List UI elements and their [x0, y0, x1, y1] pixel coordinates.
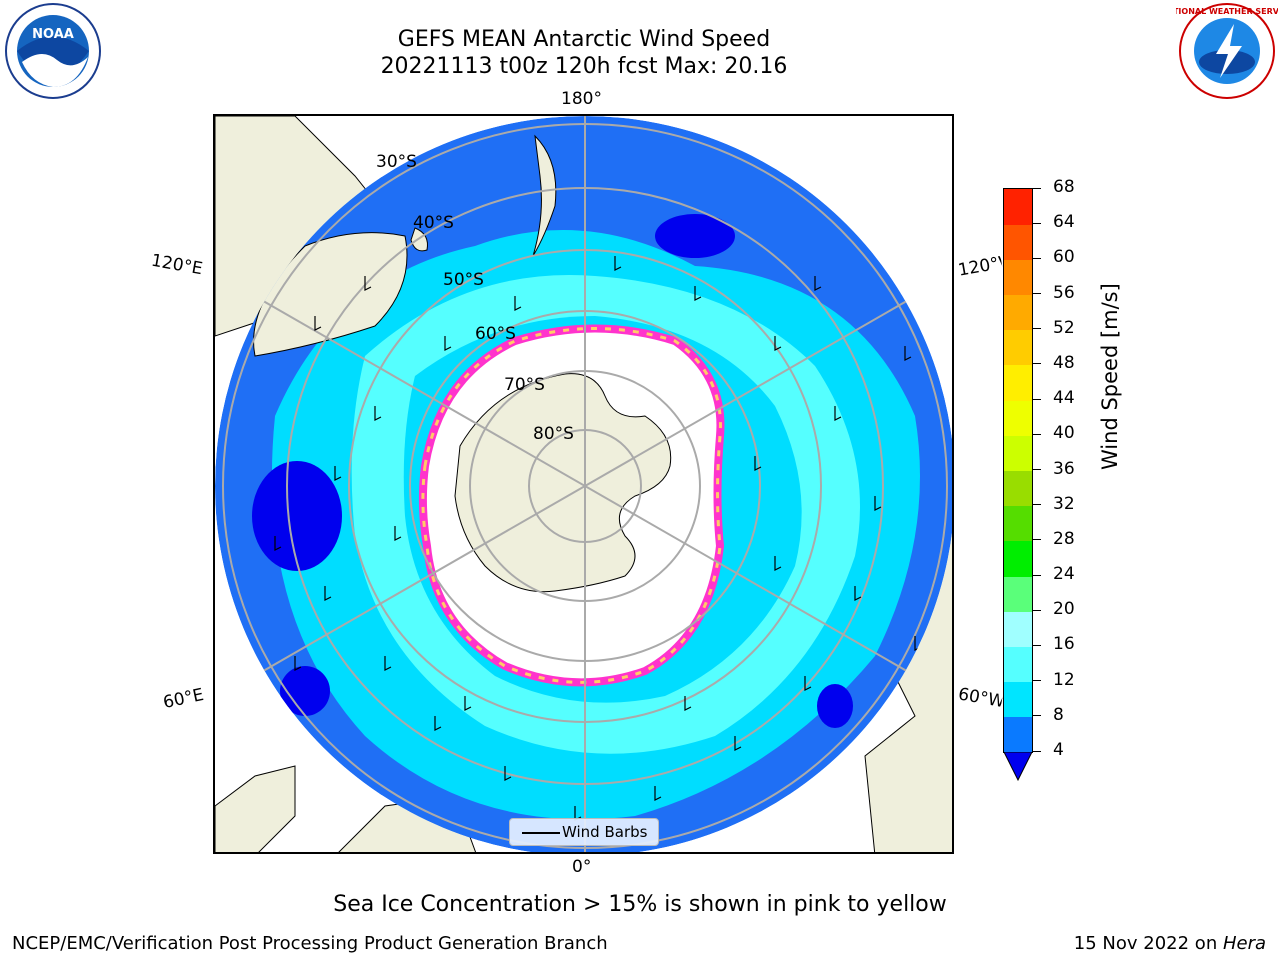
colorbar-tick-label: 16: [1053, 634, 1075, 655]
land-new-zealand: [532, 134, 557, 257]
footer-branch: NCEP/EMC/Verification Post Processing Pr…: [12, 933, 608, 954]
nws-logo: NATIONAL WEATHER SERVICE: [1176, 3, 1278, 99]
colorbar-segment: [1004, 505, 1032, 542]
noaa-logo: NOAA: [5, 3, 101, 99]
land-africa-corner: [215, 765, 296, 852]
lon-label-120w: 120°W: [956, 253, 1004, 281]
colorbar-tick-mark: [1033, 609, 1041, 611]
low-wind-patch-southwest: [280, 666, 330, 716]
lat-label-50s: 50°S: [443, 270, 484, 290]
footer-date: 15 Nov 2022 on Hera: [1073, 933, 1266, 954]
lat-label-60s: 60°S: [475, 324, 516, 344]
colorbar-tick-mark: [1033, 574, 1041, 576]
legend-wind-barb-line: [522, 832, 560, 834]
colorbar-tick-mark: [1033, 539, 1041, 541]
colorbar-tick-mark: [1033, 187, 1041, 189]
colorbar-segment: [1004, 364, 1032, 401]
colorbar-tick-label: 48: [1053, 352, 1075, 373]
colorbar-tick-label: 8: [1053, 704, 1064, 725]
colorbar-segment: [1004, 611, 1032, 647]
colorbar-tick-label: 36: [1053, 458, 1075, 479]
colorbar-tick-label: 44: [1053, 388, 1075, 409]
colorbar-segment: [1004, 540, 1032, 577]
colorbar-tick-mark: [1033, 504, 1041, 506]
colorbar-tick-label: 56: [1053, 282, 1075, 303]
colorbar-segment: [1004, 294, 1032, 331]
polar-map: [213, 114, 954, 854]
svg-text:NOAA: NOAA: [32, 27, 74, 42]
colorbar-extend-arrow: [1003, 752, 1033, 782]
colorbar-tick-label: 60: [1053, 247, 1075, 268]
colorbar-segment: [1004, 470, 1032, 507]
colorbar-tick-mark: [1033, 293, 1041, 295]
legend-label: Wind Barbs: [562, 823, 648, 841]
svg-text:NATIONAL WEATHER SERVICE: NATIONAL WEATHER SERVICE: [1176, 7, 1278, 16]
colorbar-tick-label: 4: [1053, 740, 1064, 760]
colorbar-tick-mark: [1033, 750, 1041, 752]
lon-label-60e: 60°E: [161, 684, 206, 714]
polar-map-canvas: [215, 116, 952, 852]
colorbar-tick-label: 40: [1053, 423, 1075, 444]
colorbar-tick-mark: [1033, 680, 1041, 682]
sea-ice-note: Sea Ice Concentration > 15% is shown in …: [333, 892, 947, 917]
colorbar-tick-mark: [1033, 644, 1041, 646]
colorbar-tick-mark: [1033, 469, 1041, 470]
low-wind-patch-north: [655, 214, 735, 258]
colorbar-tick-mark: [1033, 222, 1041, 224]
colorbar-tick-mark: [1033, 257, 1041, 259]
map-legend: Wind Barbs: [509, 818, 659, 846]
colorbar-segment: [1004, 400, 1032, 436]
lon-label-60w: 60°W: [956, 684, 1004, 712]
colorbar-tick-label: 28: [1053, 528, 1075, 549]
map-title: GEFS MEAN Antarctic Wind Speed: [397, 27, 771, 52]
low-wind-patch-west: [252, 461, 342, 571]
lat-label-80s: 80°S: [533, 424, 574, 444]
map-subtitle-forecast: 20221113 t00z 120h fcst Max: 20.16: [380, 54, 788, 79]
colorbar-segment: [1004, 329, 1032, 366]
graticule: [215, 116, 952, 852]
low-wind-patch-southeast: [817, 684, 853, 728]
colorbar-tick-mark: [1033, 433, 1041, 435]
colorbar-segment: [1004, 224, 1032, 260]
lon-label-0: 0°: [572, 857, 592, 877]
colorbar-tick-label: 52: [1053, 317, 1075, 338]
colorbar-segment: [1004, 681, 1032, 718]
colorbar-tick-label: 20: [1053, 599, 1075, 620]
colorbar-segment: [1004, 189, 1032, 225]
colorbar-tick-label: 12: [1053, 669, 1075, 690]
lon-label-180: 180°: [561, 89, 602, 109]
colorbar-tick-mark: [1033, 328, 1041, 330]
colorbar-tick-label: 24: [1053, 564, 1075, 585]
colorbar-segment: [1004, 435, 1032, 471]
colorbar-segment: [1004, 259, 1032, 296]
colorbar-segment: [1004, 576, 1032, 612]
lat-label-40s: 40°S: [413, 213, 454, 233]
colorbar-tick-mark: [1033, 715, 1041, 717]
wind-barbs: [274, 256, 922, 821]
sea-ice-edge-yellow: [421, 327, 722, 684]
colorbar-tick-label: 68: [1053, 177, 1075, 197]
colorbar-tick-mark: [1033, 363, 1041, 365]
lat-label-30s: 30°S: [376, 152, 417, 172]
lat-label-70s: 70°S: [504, 375, 545, 395]
colorbar: [1003, 188, 1033, 753]
colorbar-label: Wind Speed [m/s]: [1098, 283, 1122, 470]
colorbar-tick-label: 32: [1053, 493, 1075, 514]
colorbar-tick-mark: [1033, 398, 1041, 400]
colorbar-segment: [1004, 646, 1032, 683]
colorbar-segment: [1004, 716, 1032, 753]
land-australia: [253, 232, 408, 357]
colorbar-tick-label: 64: [1053, 212, 1075, 233]
footer-host: Hera: [1222, 933, 1266, 954]
lon-label-120e: 120°E: [149, 250, 205, 280]
